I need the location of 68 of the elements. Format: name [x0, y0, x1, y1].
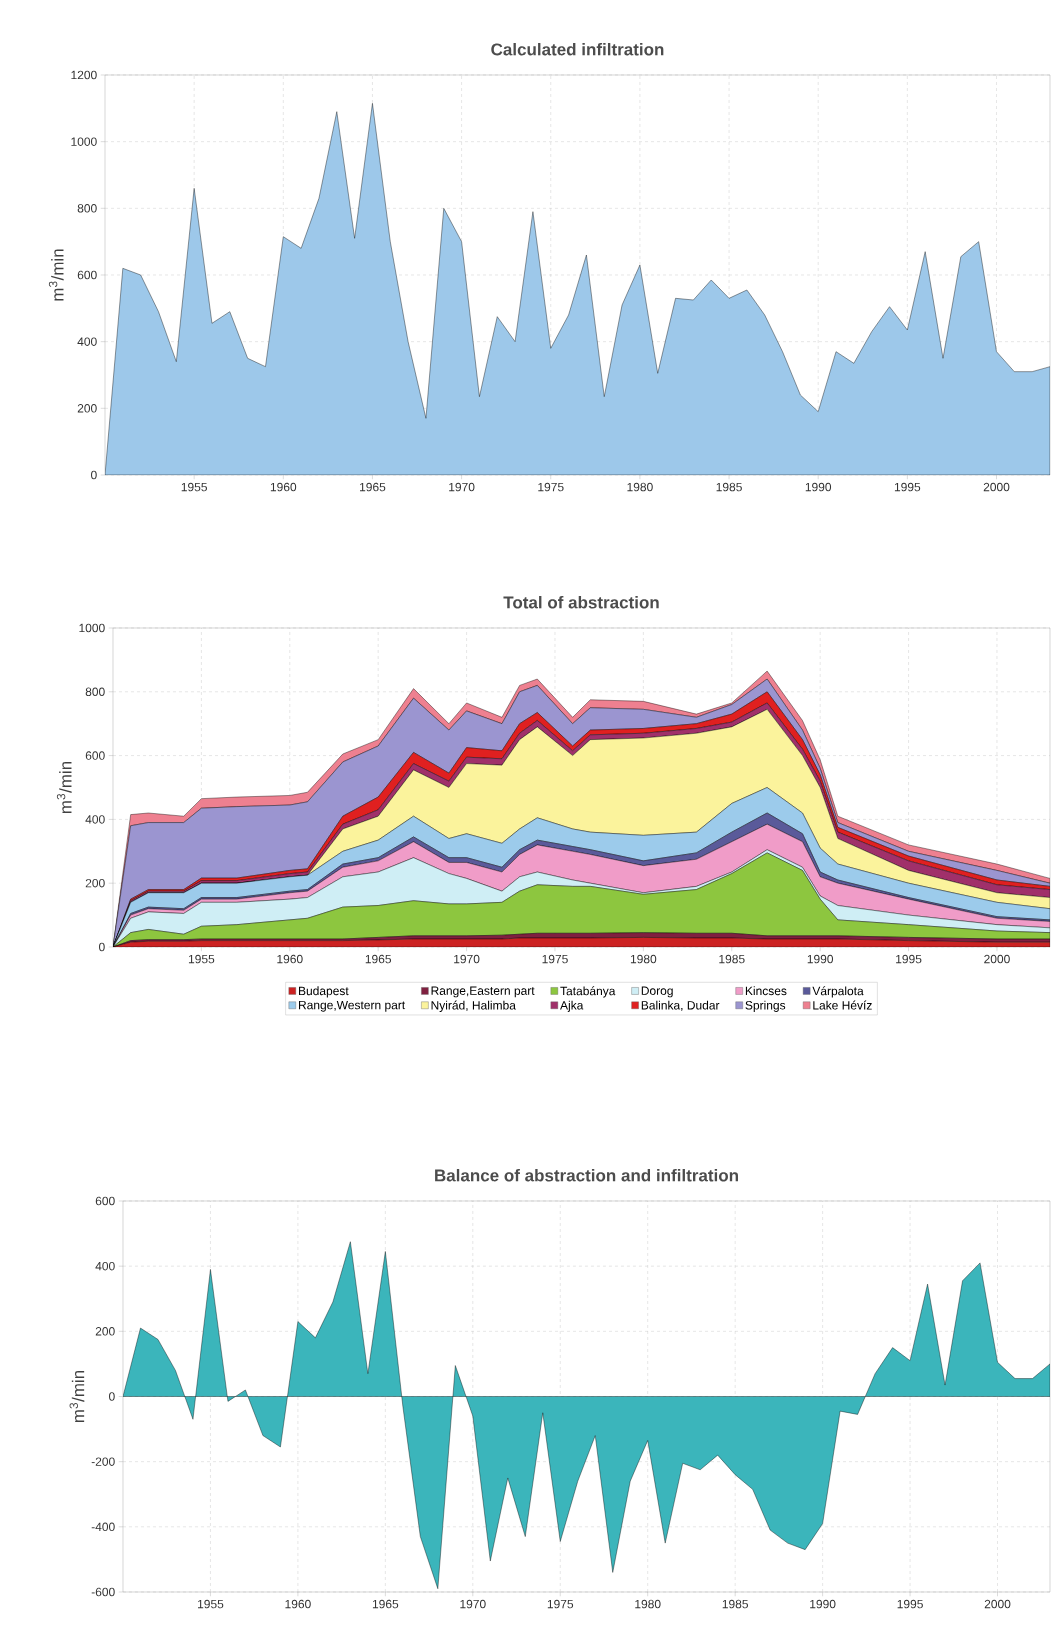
x-tick-label: 1990: [805, 482, 832, 492]
x-tick-label: 1970: [454, 954, 480, 964]
x-tick-label: 1995: [894, 482, 921, 492]
y-tick-label: 400: [85, 815, 105, 824]
x-tick-label: 1975: [547, 1599, 574, 1609]
x-tick-label: 1960: [270, 482, 297, 492]
y-tick-label: 1200: [71, 70, 97, 80]
legend-label: Springs: [745, 1000, 786, 1012]
y-tick-label: 0: [91, 470, 97, 480]
y-tick-label: 1000: [79, 623, 105, 633]
x-tick-label: 1955: [188, 954, 215, 964]
legend-label: Nyirád, Halimba: [431, 1000, 516, 1012]
y-tick-label: 600: [95, 1196, 115, 1206]
y-tick-label: 600: [85, 751, 105, 760]
x-tick-label: 1980: [627, 482, 653, 492]
y-tick-label: 800: [85, 687, 105, 697]
y-tick-label: 200: [77, 404, 97, 413]
x-tick-label: 1960: [277, 954, 303, 964]
x-tick-label: 1995: [897, 1599, 923, 1609]
legend-label: Kincses: [745, 986, 787, 996]
legend-label: Lake Hévíz: [813, 1000, 872, 1010]
x-tick-label: 1970: [449, 482, 475, 492]
y-tick-label: 400: [95, 1261, 115, 1271]
legend-label: Range,Eastern part: [431, 986, 535, 998]
legend-label: Ajka: [560, 1000, 584, 1012]
y-tick-label: -400: [91, 1522, 115, 1532]
x-tick-label: 1960: [285, 1599, 311, 1609]
x-tick-label: 1995: [896, 954, 922, 964]
x-tick-label: 1990: [807, 954, 834, 964]
x-tick-label: 1990: [810, 1599, 836, 1609]
x-tick-label: 1985: [719, 954, 745, 964]
y-axis-title: m$^{3}$/min: [69, 1370, 85, 1423]
x-tick-label: 1980: [635, 1599, 661, 1609]
legend-label: Várpalota: [812, 986, 864, 998]
y-tick-label: 200: [95, 1327, 115, 1336]
x-tick-label: 1980: [630, 954, 657, 964]
y-tick-label: 200: [85, 878, 105, 888]
x-tick-label: 1975: [538, 482, 564, 492]
y-tick-label: -200: [91, 1457, 115, 1466]
x-tick-label: 2000: [984, 954, 1010, 964]
y-tick-label: 0: [99, 942, 105, 952]
x-tick-label: 1955: [181, 482, 207, 492]
x-tick-label: 1985: [722, 1599, 748, 1609]
x-tick-label: 1975: [542, 954, 568, 964]
x-tick-label: 1985: [716, 482, 742, 492]
x-tick-label: 1955: [198, 1599, 224, 1609]
x-tick-label: 2000: [984, 1599, 1011, 1609]
y-tick-label: 800: [77, 204, 97, 213]
chart-title: Total of abstraction: [503, 595, 659, 609]
x-tick-label: 1965: [365, 954, 392, 964]
x-tick-label: 2000: [983, 482, 1010, 492]
y-tick-label: 600: [77, 270, 97, 280]
x-tick-label: 1970: [460, 1599, 486, 1609]
legend-label: Budapest: [299, 986, 349, 998]
y-axis-title: m$^{3}$/min: [56, 761, 72, 814]
x-tick-label: 1965: [360, 482, 386, 492]
y-tick-label: 1000: [71, 137, 97, 146]
y-tick-label: 0: [109, 1392, 115, 1401]
legend-label: Range,Western part: [299, 1000, 406, 1012]
legend-label: Balinka, Dudar: [641, 1000, 720, 1011]
legend-label: Tatabánya: [560, 986, 616, 998]
y-tick-label: 400: [77, 337, 97, 346]
y-axis-title: m$^{3}$/min: [48, 249, 64, 301]
chart-title: Balance of abstraction and infiltration: [435, 1168, 738, 1182]
legend-label: Dorog: [641, 986, 673, 998]
chart-title: Calculated infiltration: [491, 42, 664, 56]
x-tick-label: 1965: [372, 1599, 399, 1609]
y-tick-label: -600: [91, 1587, 115, 1597]
